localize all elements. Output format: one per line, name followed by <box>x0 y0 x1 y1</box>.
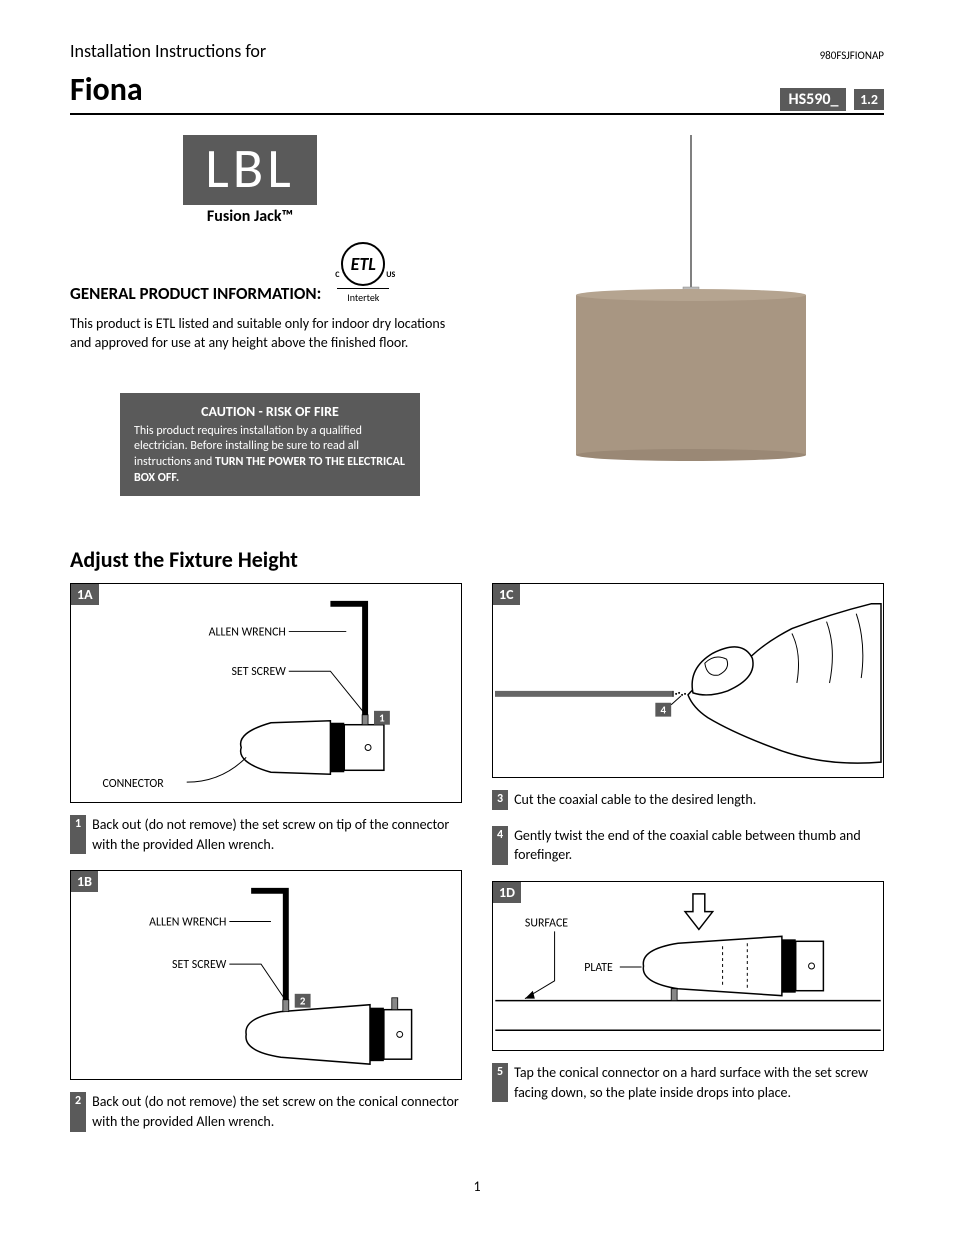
brand-logo: LBL <box>183 135 317 205</box>
etl-text: ETL <box>351 253 376 275</box>
step-text-4: Gently twist the end of the coaxial cabl… <box>514 826 884 865</box>
header-row: Installation Instructions for 980FSJFION… <box>70 40 884 62</box>
svg-text:CONNECTOR: CONNECTOR <box>103 777 165 791</box>
brand-subtitle: Fusion Jack™ <box>160 207 340 226</box>
step-text-5: Tap the conical connector on a hard surf… <box>514 1063 884 1102</box>
figure-badge-1a: 1A <box>71 584 99 605</box>
top-right-column <box>497 135 884 496</box>
etl-c: C <box>335 270 339 280</box>
step-text-3: Cut the coaxial cable to the desired len… <box>514 790 884 810</box>
figure-1b: 1B 2 ALLEN WRENCH SET SCREW <box>70 870 462 1080</box>
caution-body: This product requires installation by a … <box>134 424 406 486</box>
page-number: 1 <box>70 1178 884 1195</box>
gpi-row: GENERAL PRODUCT INFORMATION: ETL C US In… <box>70 242 457 304</box>
etl-divider <box>337 288 389 289</box>
figure-1a: 1A 1 ALLEN WRENCH SET SCREW CONNECT <box>70 583 462 803</box>
figure-badge-1c: 1C <box>493 584 520 605</box>
top-left-column: LBL Fusion Jack™ GENERAL PRODUCT INFORMA… <box>70 135 457 496</box>
step-1: 1 Back out (do not remove) the set screw… <box>70 815 462 854</box>
figure-1d-svg: SURFACE PLATE <box>493 882 883 1050</box>
caution-box: CAUTION - RISK OF FIRE This product requ… <box>120 393 420 496</box>
svg-text:SET SCREW: SET SCREW <box>172 958 227 972</box>
pendant-illustration <box>561 135 821 495</box>
step-num-5: 5 <box>492 1063 508 1102</box>
svg-text:ALLEN WRENCH: ALLEN WRENCH <box>209 626 286 640</box>
top-section: LBL Fusion Jack™ GENERAL PRODUCT INFORMA… <box>70 135 884 496</box>
step-num-1: 1 <box>70 815 86 854</box>
step-num-4: 4 <box>492 826 508 865</box>
svg-text:2: 2 <box>300 995 306 1008</box>
title-row: Fiona HS590_ 1.2 <box>70 70 884 115</box>
figure-badge-1b: 1B <box>71 871 98 892</box>
instruction-columns: 1A 1 ALLEN WRENCH SET SCREW CONNECT <box>70 583 884 1147</box>
etl-label: Intertek <box>341 291 385 304</box>
gpi-body: This product is ETL listed and suitable … <box>70 314 457 353</box>
section-title: Adjust the Fixture Height <box>70 546 884 573</box>
svg-text:1: 1 <box>379 712 385 725</box>
figure-1b-svg: 2 ALLEN WRENCH SET SCREW <box>71 871 461 1079</box>
right-column: 1C 4 <box>492 583 884 1147</box>
step-num-3: 3 <box>492 790 508 810</box>
doc-code: 980FSJFIONAP <box>820 49 884 62</box>
figure-1c-svg: 4 <box>493 584 883 777</box>
svg-text:PLATE: PLATE <box>584 961 613 975</box>
step-5: 5 Tap the conical connector on a hard su… <box>492 1063 884 1102</box>
step-num-2: 2 <box>70 1092 86 1131</box>
etl-circle-icon: ETL C US <box>341 242 385 286</box>
installation-for-label: Installation Instructions for <box>70 40 266 62</box>
left-column: 1A 1 ALLEN WRENCH SET SCREW CONNECT <box>70 583 462 1147</box>
svg-text:SET SCREW: SET SCREW <box>231 665 286 679</box>
step-3: 3 Cut the coaxial cable to the desired l… <box>492 790 884 810</box>
etl-mark: ETL C US Intertek <box>341 242 385 304</box>
step-2: 2 Back out (do not remove) the set screw… <box>70 1092 462 1131</box>
gpi-title: GENERAL PRODUCT INFORMATION: <box>70 283 321 304</box>
step-text-2: Back out (do not remove) the set screw o… <box>92 1092 462 1131</box>
svg-text:4: 4 <box>660 704 666 717</box>
product-title: Fiona <box>70 70 143 109</box>
figure-1c: 1C 4 <box>492 583 884 778</box>
figure-1d: 1D SURFACE PLATE <box>492 881 884 1051</box>
step-4: 4 Gently twist the end of the coaxial ca… <box>492 826 884 865</box>
logo-wrap: LBL Fusion Jack™ <box>160 135 340 226</box>
svg-text:ALLEN WRENCH: ALLEN WRENCH <box>149 916 226 930</box>
model-badge: HS590_ <box>780 88 846 111</box>
figure-badge-1d: 1D <box>493 882 521 903</box>
etl-us: US <box>386 270 395 280</box>
version-badge: 1.2 <box>854 89 884 110</box>
step-text-1: Back out (do not remove) the set screw o… <box>92 815 462 854</box>
figure-1a-svg: 1 ALLEN WRENCH SET SCREW CONNECTOR <box>71 584 461 802</box>
svg-text:SURFACE: SURFACE <box>525 916 568 930</box>
caution-title: CAUTION - RISK OF FIRE <box>134 403 406 420</box>
model-version-group: HS590_ 1.2 <box>780 90 884 109</box>
